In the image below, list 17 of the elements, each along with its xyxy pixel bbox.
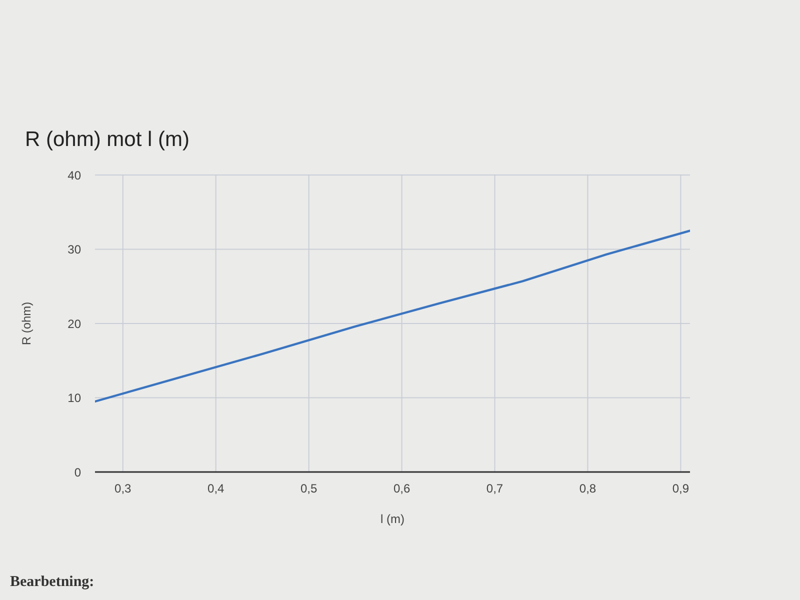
x-tick-label: 0,6 [393, 482, 410, 496]
x-tick-label: 0,5 [300, 482, 318, 496]
y-axis-title: R (ohm) [19, 302, 34, 346]
text: Bearbetning: [10, 574, 94, 591]
y-tick-label: 40 [68, 168, 82, 182]
x-tick-label: 0,4 [208, 482, 225, 496]
y-tick-label: 0 [74, 465, 82, 480]
x-tick-label: 0,7 [486, 482, 504, 496]
x-tick-label: 0,3 [114, 482, 132, 496]
x-axis-title: l (m) [380, 512, 404, 526]
x-tick-label: 0,8 [579, 482, 596, 496]
chart-title: R (ohm) mot l (m) [25, 128, 190, 152]
y-tick-label: 30 [68, 242, 82, 257]
y-tick-label: 20 [68, 316, 82, 331]
y-tick-label: 10 [68, 391, 82, 406]
x-tick-label: 0,9 [672, 482, 690, 496]
line-series [95, 230, 690, 403]
